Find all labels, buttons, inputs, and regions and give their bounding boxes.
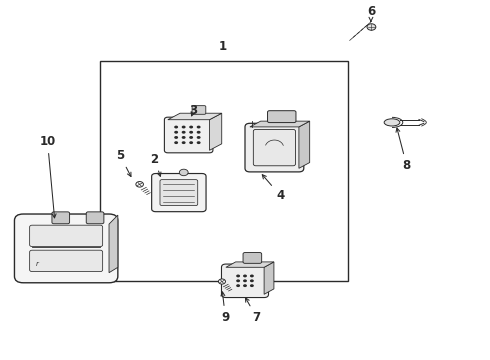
FancyBboxPatch shape bbox=[160, 180, 198, 206]
Circle shape bbox=[196, 136, 200, 139]
Polygon shape bbox=[226, 262, 274, 267]
FancyBboxPatch shape bbox=[245, 123, 304, 172]
Circle shape bbox=[196, 141, 200, 144]
Circle shape bbox=[174, 136, 178, 139]
Circle shape bbox=[189, 136, 193, 139]
FancyBboxPatch shape bbox=[152, 174, 206, 212]
Text: 7: 7 bbox=[245, 298, 261, 324]
Circle shape bbox=[179, 169, 188, 176]
Text: 3: 3 bbox=[190, 104, 197, 117]
FancyBboxPatch shape bbox=[30, 225, 103, 247]
FancyBboxPatch shape bbox=[15, 214, 118, 283]
Circle shape bbox=[243, 275, 247, 277]
Polygon shape bbox=[250, 121, 310, 127]
Text: 4: 4 bbox=[262, 175, 284, 202]
Circle shape bbox=[236, 279, 240, 282]
FancyBboxPatch shape bbox=[243, 253, 262, 264]
Circle shape bbox=[189, 126, 193, 129]
Text: 9: 9 bbox=[221, 292, 229, 324]
Circle shape bbox=[189, 131, 193, 134]
Text: 10: 10 bbox=[39, 135, 56, 218]
Text: 1: 1 bbox=[219, 40, 227, 53]
Circle shape bbox=[236, 284, 240, 287]
FancyBboxPatch shape bbox=[165, 117, 213, 153]
Circle shape bbox=[196, 131, 200, 134]
FancyBboxPatch shape bbox=[30, 250, 103, 271]
Circle shape bbox=[182, 141, 186, 144]
Text: 8: 8 bbox=[396, 128, 411, 172]
Circle shape bbox=[182, 126, 186, 129]
Circle shape bbox=[196, 126, 200, 129]
Polygon shape bbox=[168, 113, 221, 120]
Text: 2: 2 bbox=[150, 153, 161, 176]
Polygon shape bbox=[210, 113, 221, 150]
Polygon shape bbox=[264, 262, 274, 294]
FancyBboxPatch shape bbox=[52, 212, 70, 224]
Text: 6: 6 bbox=[367, 5, 375, 21]
Circle shape bbox=[243, 284, 247, 287]
Circle shape bbox=[250, 279, 254, 282]
Circle shape bbox=[367, 24, 376, 30]
Circle shape bbox=[182, 131, 186, 134]
Circle shape bbox=[219, 279, 225, 284]
Circle shape bbox=[243, 279, 247, 282]
Circle shape bbox=[174, 131, 178, 134]
Polygon shape bbox=[299, 121, 310, 168]
Bar bbox=[100, 61, 348, 281]
Circle shape bbox=[236, 275, 240, 277]
FancyBboxPatch shape bbox=[221, 264, 269, 297]
Ellipse shape bbox=[384, 119, 400, 126]
Circle shape bbox=[250, 284, 254, 287]
FancyBboxPatch shape bbox=[253, 130, 295, 166]
Polygon shape bbox=[109, 215, 118, 273]
Circle shape bbox=[250, 275, 254, 277]
Circle shape bbox=[136, 181, 144, 187]
Circle shape bbox=[174, 141, 178, 144]
Circle shape bbox=[182, 136, 186, 139]
FancyBboxPatch shape bbox=[86, 212, 104, 224]
Circle shape bbox=[189, 141, 193, 144]
Text: 5: 5 bbox=[116, 149, 131, 176]
Text: r: r bbox=[36, 261, 38, 267]
Circle shape bbox=[174, 126, 178, 129]
FancyBboxPatch shape bbox=[268, 111, 296, 122]
FancyBboxPatch shape bbox=[192, 106, 206, 114]
